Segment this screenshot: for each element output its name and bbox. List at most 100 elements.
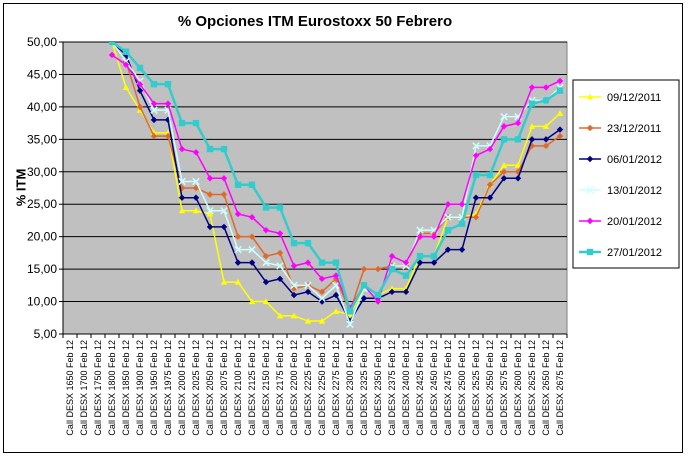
data-point bbox=[150, 116, 158, 124]
data-point bbox=[458, 246, 466, 253]
data-point bbox=[332, 272, 340, 279]
data-point bbox=[136, 103, 144, 111]
data-point bbox=[262, 204, 270, 211]
y-tick-label: 45,00 bbox=[27, 67, 57, 81]
data-point bbox=[360, 295, 368, 302]
data-point bbox=[430, 259, 438, 266]
data-point bbox=[500, 162, 508, 168]
data-point bbox=[444, 226, 452, 234]
y-tick-label: 40,00 bbox=[27, 100, 57, 114]
x-tick-label: Call DESX 1650 Feb 12 bbox=[65, 340, 75, 436]
data-point bbox=[206, 191, 214, 198]
data-point bbox=[192, 194, 200, 201]
data-point bbox=[150, 106, 158, 114]
data-point bbox=[220, 145, 228, 153]
legend-marker bbox=[586, 186, 594, 194]
y-tick-label: 5,00 bbox=[34, 327, 58, 341]
x-tick-label: Call DESX 2375 Feb 12 bbox=[387, 340, 397, 436]
data-point bbox=[528, 123, 536, 129]
data-point bbox=[388, 252, 396, 260]
x-tick-label: Call DESX 1900 Feb 12 bbox=[135, 340, 145, 436]
data-point bbox=[220, 223, 228, 231]
x-tick-label: Call DESX 1850 Feb 12 bbox=[121, 340, 131, 436]
legend-item: 13/01/2012 bbox=[579, 185, 662, 197]
x-tick-label: Call DESX 2075 Feb 12 bbox=[219, 340, 229, 436]
data-point bbox=[556, 110, 564, 116]
data-point bbox=[248, 214, 256, 221]
data-point bbox=[500, 123, 508, 130]
data-point bbox=[262, 252, 270, 260]
data-point bbox=[332, 308, 340, 314]
data-point bbox=[472, 194, 480, 201]
x-tick-label: Call DESX 2400 Feb 12 bbox=[401, 340, 411, 436]
legend-item: 09/12/2011 bbox=[579, 92, 661, 104]
data-point bbox=[514, 112, 522, 121]
x-tick-label: Call DESX 2050 Feb 12 bbox=[205, 340, 215, 436]
data-point bbox=[136, 64, 144, 72]
x-tick-label: Call DESX 2200 Feb 12 bbox=[289, 340, 299, 436]
data-point bbox=[276, 204, 284, 211]
data-point bbox=[444, 213, 452, 221]
data-point bbox=[178, 119, 186, 127]
x-tick-label: Call DESX 2650 Feb 12 bbox=[541, 340, 551, 436]
data-point bbox=[528, 100, 536, 107]
data-point bbox=[206, 210, 214, 217]
x-tick-label: Call DESX 2500 Feb 12 bbox=[457, 340, 467, 436]
data-point bbox=[122, 61, 130, 68]
data-point bbox=[332, 259, 340, 266]
x-tick-label: Call DESX 2425 Feb 12 bbox=[415, 340, 425, 436]
data-point bbox=[248, 233, 256, 240]
data-point bbox=[416, 233, 424, 240]
data-point bbox=[220, 175, 228, 182]
data-point bbox=[486, 194, 494, 201]
data-point bbox=[444, 246, 452, 253]
data-point bbox=[458, 201, 466, 208]
data-point bbox=[220, 278, 228, 285]
data-point bbox=[206, 145, 214, 153]
legend-item: 06/01/2012 bbox=[579, 154, 662, 166]
data-point bbox=[276, 312, 284, 319]
data-point bbox=[234, 210, 242, 218]
data-point bbox=[486, 171, 494, 179]
data-point bbox=[514, 119, 522, 127]
data-point bbox=[304, 288, 312, 296]
data-point bbox=[206, 206, 214, 215]
data-point bbox=[304, 239, 312, 247]
data-point bbox=[388, 265, 396, 273]
legend-item: 20/01/2012 bbox=[579, 216, 662, 228]
data-point bbox=[500, 136, 508, 143]
data-point bbox=[136, 87, 144, 94]
data-point bbox=[192, 184, 200, 192]
x-tick-label: Call DESX 2450 Feb 12 bbox=[429, 340, 439, 436]
data-point bbox=[164, 129, 172, 136]
data-point bbox=[136, 80, 144, 88]
x-tick-label: Call DESX 2675 Feb 12 bbox=[555, 340, 565, 436]
data-point bbox=[290, 262, 298, 270]
data-point bbox=[304, 281, 312, 290]
data-point bbox=[430, 233, 438, 240]
data-point bbox=[416, 252, 424, 260]
data-point bbox=[472, 142, 480, 150]
data-point bbox=[430, 226, 438, 234]
y-tick-label: 25,00 bbox=[27, 197, 57, 211]
data-point bbox=[514, 162, 522, 168]
legend-label: 20/01/2012 bbox=[607, 216, 662, 228]
series-layer bbox=[108, 42, 564, 328]
legend-marker bbox=[586, 93, 594, 100]
data-point bbox=[542, 136, 550, 143]
legend-label: 06/01/2012 bbox=[607, 154, 662, 166]
data-point bbox=[262, 226, 270, 234]
legend-marker bbox=[586, 155, 594, 163]
data-point bbox=[164, 80, 172, 88]
data-point bbox=[388, 285, 396, 292]
legend-label: 09/12/2011 bbox=[607, 92, 661, 104]
legend-box bbox=[572, 79, 680, 269]
data-point bbox=[556, 132, 564, 140]
data-point bbox=[290, 291, 298, 299]
data-point bbox=[234, 245, 242, 254]
data-point bbox=[402, 259, 410, 266]
data-point bbox=[556, 77, 564, 85]
y-tick-label: 35,00 bbox=[27, 132, 57, 146]
data-point bbox=[178, 207, 186, 214]
data-point bbox=[164, 116, 172, 124]
